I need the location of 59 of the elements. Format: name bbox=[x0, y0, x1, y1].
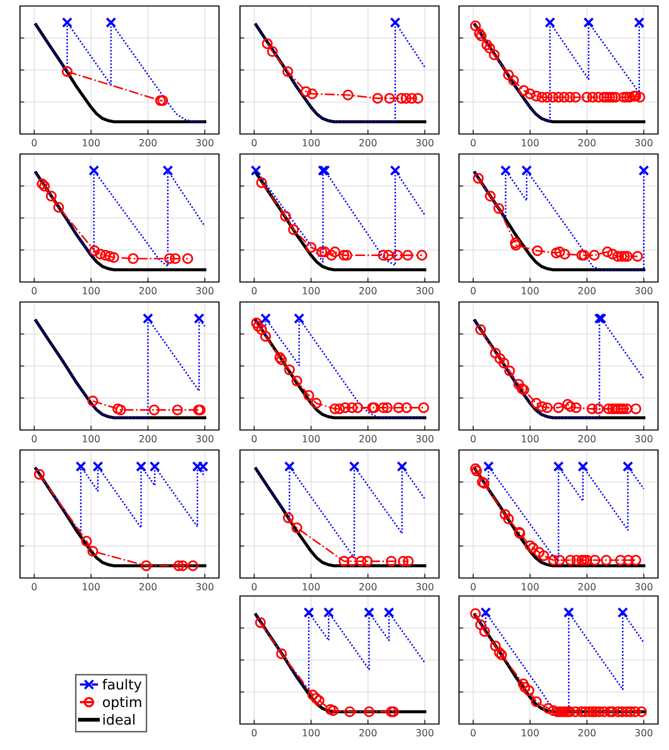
x-tick-label: 300 bbox=[635, 729, 652, 736]
x-tick-label: 300 bbox=[196, 139, 214, 146]
x-tick-label: 200 bbox=[359, 729, 377, 736]
x-tick-label: 100 bbox=[522, 583, 539, 590]
x-tick-label: 200 bbox=[139, 139, 157, 146]
x-tick-label: 100 bbox=[302, 287, 320, 294]
x-tick-label: 200 bbox=[139, 435, 157, 442]
x-tick-label: 100 bbox=[302, 435, 320, 442]
x-tick-label: 100 bbox=[522, 287, 539, 294]
x-tick-label: 300 bbox=[196, 583, 214, 590]
x-tick-label: 0 bbox=[470, 583, 476, 590]
x-tick-label: 200 bbox=[578, 583, 596, 590]
legend-label: faulty bbox=[102, 678, 142, 692]
x-tick-label: 100 bbox=[302, 139, 320, 146]
x-tick-label: 0 bbox=[470, 729, 476, 736]
x-tick-label: 100 bbox=[522, 435, 539, 442]
x-tick-label: 0 bbox=[252, 139, 257, 146]
x-tick-label: 0 bbox=[252, 287, 257, 294]
x-tick-label: 0 bbox=[252, 583, 257, 590]
x-tick-label: 300 bbox=[196, 435, 214, 442]
x-tick-label: 100 bbox=[82, 583, 100, 590]
legend-label: ideal bbox=[103, 714, 134, 725]
x-tick-label: 0 bbox=[252, 435, 257, 442]
x-tick-label: 300 bbox=[635, 287, 652, 294]
x-tick-label: 0 bbox=[470, 435, 476, 442]
x-tick-label: 200 bbox=[359, 139, 377, 146]
x-tick-label: 200 bbox=[359, 287, 377, 294]
x-tick-label: 200 bbox=[578, 139, 596, 146]
x-tick-label: 100 bbox=[82, 287, 100, 294]
x-tick-label: 200 bbox=[139, 583, 157, 590]
legend-label: optim bbox=[102, 696, 142, 710]
x-tick-label: 200 bbox=[359, 435, 377, 442]
x-tick-label: 0 bbox=[252, 729, 257, 736]
x-tick-label: 300 bbox=[416, 435, 434, 442]
x-tick-label: 0 bbox=[32, 139, 37, 146]
x-tick-label: 100 bbox=[82, 139, 100, 146]
x-tick-label: 200 bbox=[359, 583, 377, 590]
x-tick-label: 100 bbox=[522, 729, 539, 736]
x-tick-label: 300 bbox=[635, 583, 652, 590]
x-tick-label: 300 bbox=[196, 287, 214, 294]
x-tick-label: 100 bbox=[82, 435, 100, 442]
x-tick-label: 200 bbox=[139, 287, 157, 294]
x-tick-label: 200 bbox=[578, 729, 596, 736]
x-tick-label: 0 bbox=[470, 287, 476, 294]
x-tick-label: 100 bbox=[522, 139, 539, 146]
x-tick-label: 200 bbox=[578, 287, 596, 294]
x-tick-label: 300 bbox=[635, 139, 652, 146]
x-tick-label: 200 bbox=[578, 435, 596, 442]
x-tick-label: 0 bbox=[32, 583, 37, 590]
x-tick-label: 0 bbox=[470, 139, 476, 146]
x-tick-label: 300 bbox=[416, 287, 434, 294]
x-tick-label: 300 bbox=[416, 729, 434, 736]
x-tick-label: 100 bbox=[302, 583, 320, 590]
x-tick-label: 100 bbox=[302, 729, 320, 736]
x-tick-label: 0 bbox=[32, 435, 37, 442]
x-tick-label: 0 bbox=[32, 287, 37, 294]
x-tick-label: 300 bbox=[416, 139, 434, 146]
x-tick-label: 300 bbox=[416, 583, 434, 590]
x-tick-label: 300 bbox=[635, 435, 652, 442]
